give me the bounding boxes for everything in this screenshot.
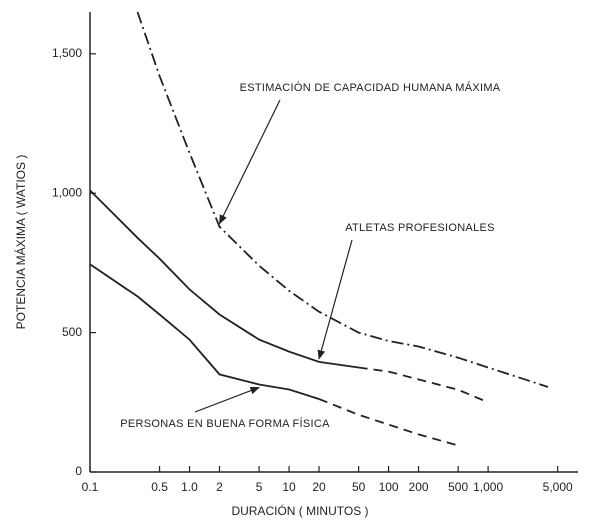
x-tick-label: 100 xyxy=(379,480,399,494)
y-tick-label: 1,500 xyxy=(52,46,82,60)
line-series xyxy=(136,11,549,388)
x-tick-label: 20 xyxy=(312,480,326,494)
x-tick-label: 1,000 xyxy=(473,480,503,494)
x-tick-label: 200 xyxy=(409,480,429,494)
annotation-arrow xyxy=(218,99,281,225)
y-tick-label: 500 xyxy=(62,325,82,339)
x-tick-label: 1.0 xyxy=(181,480,198,494)
x-tick-label: 2 xyxy=(216,480,223,494)
annotation: ESTIMACIÓN DE CAPACIDAD HUMANA MÁXIMA xyxy=(240,81,501,94)
y-axis-title: POTENCIA MÁXIMA ( WATIOS ) xyxy=(13,155,28,330)
x-tick-label: 50 xyxy=(352,480,366,494)
line-series xyxy=(89,263,320,400)
annotation-arrow xyxy=(317,239,353,360)
x-tick-label: 5 xyxy=(256,480,263,494)
x-tick-label: 0.1 xyxy=(82,480,99,494)
annotation: PERSONAS EN BUENA FORMA FÍSICA xyxy=(120,417,330,430)
annotation-arrow xyxy=(194,386,260,413)
x-tick-label: 10 xyxy=(282,480,296,494)
x-tick-label: 0.5 xyxy=(151,480,168,494)
annotation: ATLETAS PROFESIONALES xyxy=(345,222,495,234)
line-series xyxy=(358,366,489,404)
line-series xyxy=(89,189,359,369)
line-series xyxy=(318,398,459,447)
x-axis-title: DURACIÓN ( MINUTOS ) xyxy=(231,503,368,518)
y-tick-label: 1,000 xyxy=(52,185,82,199)
y-tick-label: 0 xyxy=(75,464,82,478)
x-tick-label: 5,000 xyxy=(543,480,573,494)
x-tick-label: 500 xyxy=(448,480,468,494)
